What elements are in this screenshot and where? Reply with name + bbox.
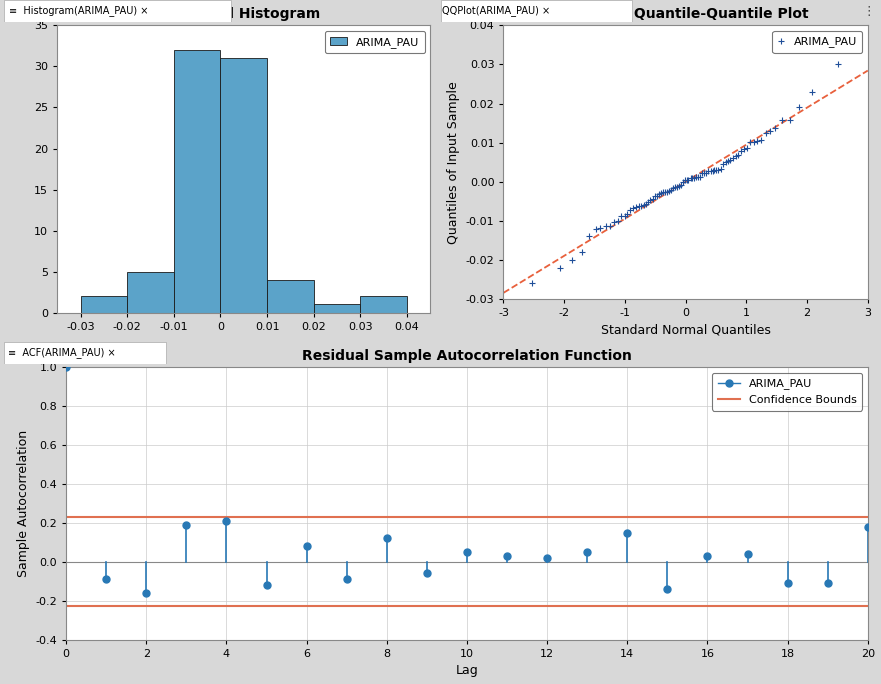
FancyBboxPatch shape bbox=[4, 0, 231, 22]
ARIMA_PAU bbox=[663, 585, 673, 593]
ARIMA_PAU bbox=[261, 581, 271, 589]
Legend: ARIMA_PAU: ARIMA_PAU bbox=[773, 31, 862, 53]
Bar bbox=[220, 58, 267, 313]
Y-axis label: Sample Autocorrelation: Sample Autocorrelation bbox=[17, 430, 30, 577]
ARIMA_PAU bbox=[752, 137, 763, 145]
Text: ⋮: ⋮ bbox=[862, 5, 875, 18]
ARIMA_PAU bbox=[581, 548, 592, 556]
Text: QQPlot(ARIMA_PAU) ×: QQPlot(ARIMA_PAU) × bbox=[442, 5, 551, 16]
ARIMA_PAU bbox=[703, 168, 714, 176]
ARIMA_PAU bbox=[822, 579, 833, 588]
ARIMA_PAU bbox=[221, 517, 232, 525]
ARIMA_PAU bbox=[622, 529, 633, 537]
ARIMA_PAU bbox=[702, 552, 713, 560]
Bar bbox=[314, 304, 360, 313]
Line: ARIMA_PAU: ARIMA_PAU bbox=[103, 518, 871, 596]
ARIMA_PAU bbox=[782, 579, 793, 588]
Bar bbox=[80, 296, 127, 313]
Title: Residual Sample Autocorrelation Function: Residual Sample Autocorrelation Function bbox=[302, 350, 632, 363]
ARIMA_PAU bbox=[421, 569, 432, 577]
Text: ≡  ACF(ARIMA_PAU) ×: ≡ ACF(ARIMA_PAU) × bbox=[8, 347, 115, 358]
Text: ≡  Histogram(ARIMA_PAU) ×: ≡ Histogram(ARIMA_PAU) × bbox=[9, 5, 148, 16]
FancyBboxPatch shape bbox=[4, 342, 166, 364]
ARIMA_PAU bbox=[695, 173, 706, 181]
ARIMA_PAU bbox=[833, 60, 844, 68]
Title: Residual Histogram: Residual Histogram bbox=[167, 8, 321, 21]
ARIMA_PAU bbox=[301, 542, 312, 551]
X-axis label: Lag: Lag bbox=[455, 664, 478, 677]
Legend: ARIMA_PAU, Confidence Bounds: ARIMA_PAU, Confidence Bounds bbox=[712, 373, 862, 410]
ARIMA_PAU bbox=[862, 523, 873, 531]
ARIMA_PAU bbox=[341, 575, 352, 583]
Bar bbox=[360, 296, 407, 313]
ARIMA_PAU bbox=[709, 166, 720, 174]
ARIMA_PAU bbox=[671, 183, 682, 191]
ARIMA_PAU bbox=[696, 170, 707, 178]
ARIMA_PAU bbox=[181, 521, 192, 529]
ARIMA_PAU bbox=[462, 548, 472, 556]
ARIMA_PAU bbox=[542, 554, 552, 562]
Bar bbox=[174, 50, 220, 313]
FancyBboxPatch shape bbox=[440, 0, 633, 22]
Title: Residual Quantile-Quantile Plot: Residual Quantile-Quantile Plot bbox=[562, 8, 809, 21]
X-axis label: Standard Normal Quantiles: Standard Normal Quantiles bbox=[601, 324, 771, 337]
ARIMA_PAU bbox=[742, 550, 752, 558]
Bar bbox=[267, 280, 314, 313]
ARIMA_PAU bbox=[381, 534, 392, 542]
Line: ARIMA_PAU: ARIMA_PAU bbox=[529, 62, 841, 286]
ARIMA_PAU bbox=[501, 552, 512, 560]
Y-axis label: Quantiles of Input Sample: Quantiles of Input Sample bbox=[448, 81, 460, 244]
Bar bbox=[127, 272, 174, 313]
ARIMA_PAU bbox=[527, 279, 537, 287]
ARIMA_PAU bbox=[100, 575, 111, 583]
ARIMA_PAU bbox=[141, 589, 152, 597]
Legend: ARIMA_PAU: ARIMA_PAU bbox=[325, 31, 425, 53]
